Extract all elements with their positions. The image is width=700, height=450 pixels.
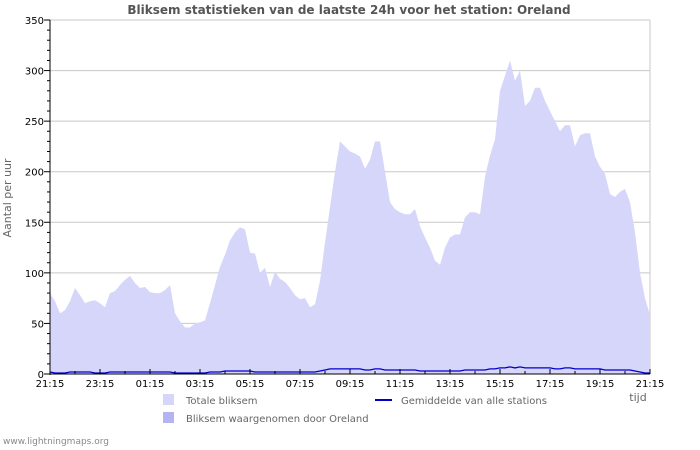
legend-label-station: Bliksem waargenomen door Oreland bbox=[186, 414, 369, 425]
y-tick-label: 250 bbox=[25, 117, 44, 128]
area-total-lightning bbox=[50, 60, 650, 374]
x-tick-label: 07:15 bbox=[286, 379, 315, 390]
legend-label-total: Totale bliksem bbox=[185, 396, 257, 407]
x-axis-label: tijd bbox=[629, 391, 646, 404]
y-tick-label: 200 bbox=[25, 168, 44, 179]
x-tick-label: 21:15 bbox=[36, 379, 65, 390]
x-axis-ticks: 21:15 23:15 01:15 03:15 05:15 07:15 09:15 11:15… bbox=[36, 369, 665, 390]
y-tick-label: 350 bbox=[25, 16, 44, 27]
legend: Totale bliksem Bliksem waargenomen door … bbox=[163, 394, 547, 425]
x-tick-label: 19:15 bbox=[586, 379, 615, 390]
x-tick-label: 23:15 bbox=[86, 379, 115, 390]
y-tick-label: 50 bbox=[31, 319, 44, 330]
legend-swatch-total bbox=[163, 394, 174, 405]
x-tick-label: 01:15 bbox=[136, 379, 165, 390]
x-tick-label: 21:15 bbox=[636, 379, 665, 390]
y-tick-label: 300 bbox=[25, 67, 44, 78]
legend-swatch-station bbox=[163, 412, 174, 423]
y-tick-label: 150 bbox=[25, 218, 44, 229]
footer-link[interactable]: www.lightningmaps.org bbox=[3, 437, 109, 447]
y-tick-label: 0 bbox=[38, 370, 44, 381]
y-axis-ticks: 0 50 100 150 200 250 300 350 bbox=[25, 16, 50, 381]
x-tick-label: 11:15 bbox=[386, 379, 415, 390]
chart-title: Bliksem statistieken van de laatste 24h … bbox=[127, 3, 570, 17]
x-tick-label: 15:15 bbox=[486, 379, 515, 390]
x-tick-label: 13:15 bbox=[436, 379, 465, 390]
y-tick-label: 100 bbox=[25, 269, 44, 280]
data-areas bbox=[50, 60, 650, 374]
legend-label-average: Gemiddelde van alle stations bbox=[401, 396, 547, 407]
x-tick-label: 05:15 bbox=[236, 379, 265, 390]
x-tick-label: 03:15 bbox=[186, 379, 215, 390]
x-tick-label: 17:15 bbox=[536, 379, 565, 390]
x-tick-label: 09:15 bbox=[336, 379, 365, 390]
y-axis-label: Aantal per uur bbox=[1, 158, 14, 238]
